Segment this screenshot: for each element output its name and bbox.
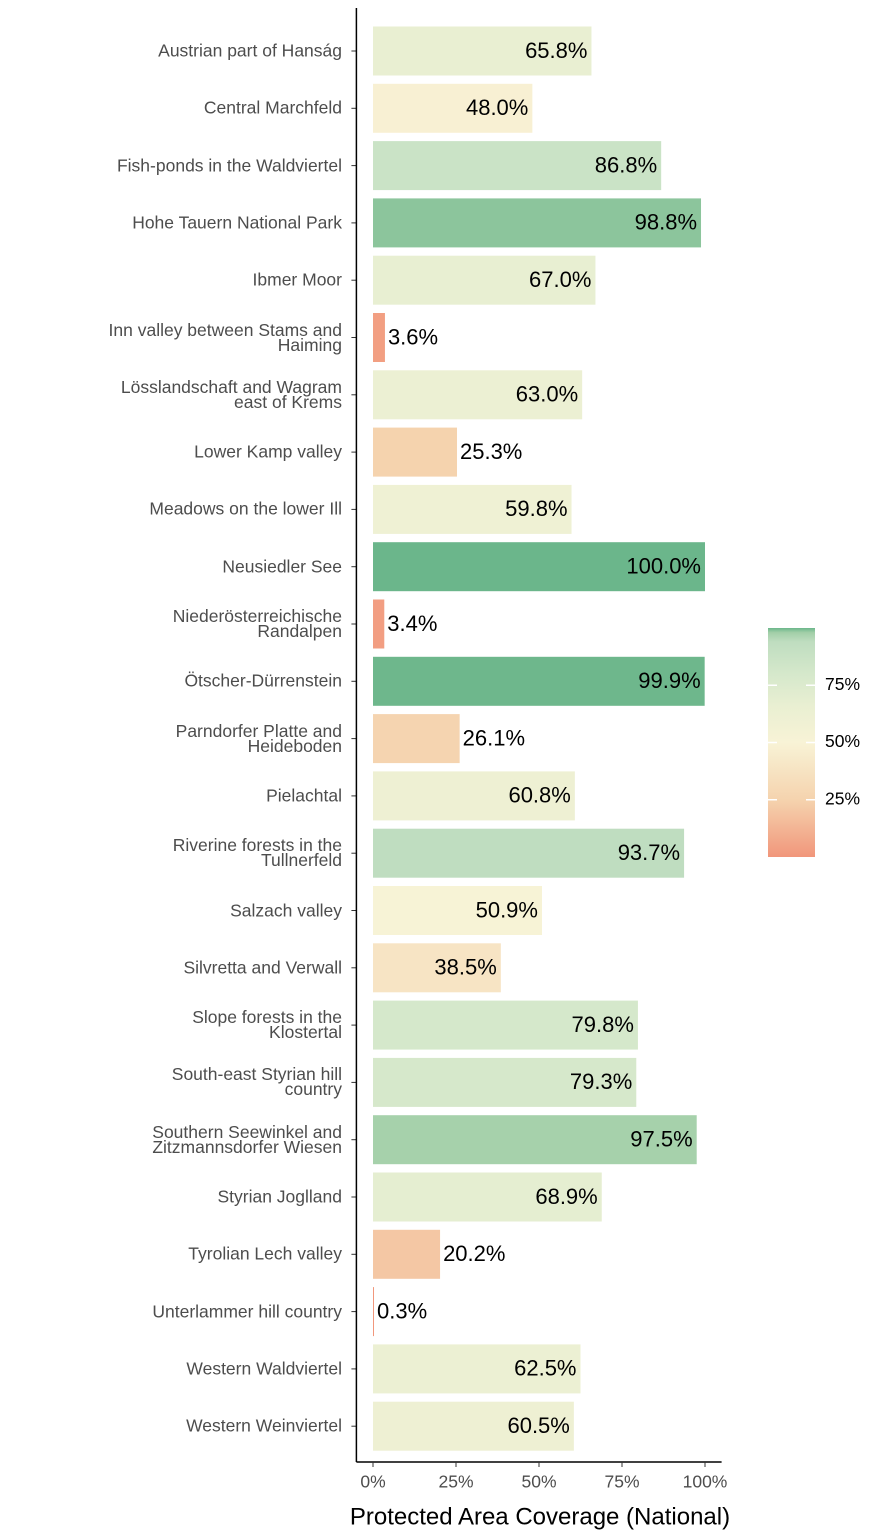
y-tick-label: Lösslandschaft and Wagram east of Krems — [120, 376, 342, 412]
legend-label: 75% — [825, 674, 860, 694]
y-tick-label: Ötscher-Dürrenstein — [184, 670, 342, 691]
y-tick-label: Lower Kamp valley — [194, 441, 342, 462]
y-tick-label: Hohe Tauern National Park — [132, 212, 342, 233]
bar — [373, 771, 575, 821]
y-tick-label: Fish-ponds in the Waldviertel — [116, 155, 342, 176]
data-label: 38.5% — [434, 955, 496, 980]
y-tick-label: Tyrolian Lech valley — [188, 1243, 342, 1264]
y-tick-label: Ibmer Moor — [252, 269, 342, 290]
y-tick-label: Inn valley between Stams and Haiming — [108, 319, 342, 355]
bar — [373, 313, 385, 362]
y-tick-label: Western Waldviertel — [186, 1358, 342, 1379]
bar — [373, 943, 501, 993]
data-label: 63.0% — [516, 382, 578, 407]
data-label: 0.3% — [377, 1298, 427, 1323]
y-tick-label: South-east Styrian hill country — [171, 1064, 342, 1100]
bar — [373, 427, 457, 477]
data-label: 65.8% — [525, 38, 587, 63]
y-tick-label: Western Weinviertel — [186, 1415, 342, 1436]
y-tick-label: Riverine forests in the Tullnerfeld — [172, 835, 342, 871]
y-tick-label: Meadows on the lower Ill — [149, 498, 342, 519]
y-tick-label: Parndorfer Platte and Heideboden — [175, 720, 342, 756]
data-label: 68.9% — [535, 1184, 597, 1209]
data-label: 50.9% — [476, 897, 538, 922]
x-tick-label: 100% — [683, 1472, 728, 1492]
data-label: 25.3% — [460, 439, 522, 464]
data-label: 86.8% — [595, 152, 657, 177]
legend-label: 50% — [825, 731, 860, 751]
data-label: 79.8% — [572, 1012, 634, 1037]
y-tick-label: Neusiedler See — [222, 556, 342, 577]
bar — [373, 26, 592, 76]
bar — [373, 828, 685, 878]
y-tick-label: Austrian part of Hanság — [158, 40, 342, 61]
data-label: 67.0% — [529, 267, 591, 292]
y-tick-label: Slope forests in the Klostertal — [192, 1007, 342, 1043]
legend-label: 25% — [825, 788, 860, 808]
bar — [373, 1344, 581, 1394]
x-tick-label: 75% — [604, 1472, 639, 1492]
y-tick-label: Salzach valley — [230, 900, 342, 920]
y-tick-label: Styrian Joglland — [217, 1186, 342, 1207]
bar — [373, 1057, 637, 1107]
bar — [373, 484, 572, 534]
bar — [373, 198, 702, 248]
data-label: 99.9% — [638, 668, 700, 693]
data-label: 60.5% — [507, 1413, 569, 1438]
bar — [373, 886, 542, 935]
y-tick-label: Silvretta and Verwall — [183, 957, 342, 978]
data-label: 48.0% — [466, 95, 528, 120]
data-label: 20.2% — [443, 1241, 505, 1266]
data-label: 62.5% — [514, 1356, 576, 1381]
data-label: 3.6% — [388, 324, 438, 349]
bar — [373, 599, 385, 649]
bar — [373, 141, 662, 191]
data-label: 98.8% — [635, 210, 697, 235]
data-label: 79.3% — [570, 1069, 632, 1094]
bar — [373, 1229, 441, 1279]
bar — [373, 1115, 697, 1165]
data-label: 93.7% — [618, 840, 680, 865]
bar — [373, 1401, 574, 1451]
bar — [373, 1172, 602, 1222]
bar — [373, 1000, 638, 1050]
data-label: 26.1% — [463, 725, 525, 750]
y-tick-label: Southern Seewinkel and Zitzmannsdorfer W… — [152, 1121, 342, 1157]
data-label: 60.8% — [508, 783, 570, 808]
bar — [373, 1287, 374, 1337]
x-axis-title: Protected Area Coverage (National) — [350, 1503, 730, 1530]
y-tick-label: Niederösterreichische Randalpen — [172, 606, 342, 641]
y-tick-label: Central Marchfeld — [203, 97, 342, 118]
y-tick-label: Unterlammer hill country — [152, 1301, 342, 1322]
data-label: 97.5% — [630, 1127, 692, 1152]
bar — [373, 714, 460, 764]
bar — [373, 370, 583, 420]
data-label: 3.4% — [387, 611, 437, 636]
y-tick-label: Pielachtal — [266, 785, 342, 806]
x-tick-label: 50% — [521, 1472, 556, 1492]
bar — [373, 255, 596, 305]
bar — [373, 542, 705, 592]
x-tick-label: 0% — [360, 1472, 385, 1492]
data-label: 100.0% — [626, 554, 701, 579]
bar — [373, 83, 533, 133]
data-label: 59.8% — [505, 496, 567, 521]
x-tick-label: 25% — [438, 1472, 473, 1492]
bar — [373, 656, 705, 706]
